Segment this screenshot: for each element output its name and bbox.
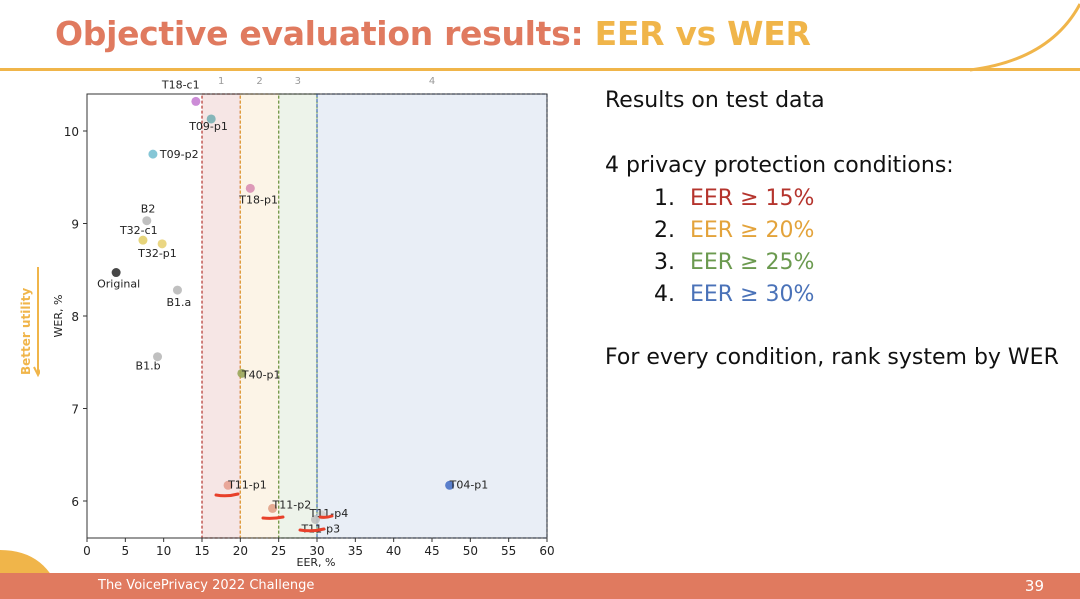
x-tick-label: 5	[122, 544, 130, 558]
region-label: 1	[218, 76, 224, 87]
better-utility-arrow: Better utility	[19, 267, 40, 378]
point-label: T09-p2	[159, 148, 199, 161]
condition-region-1	[201, 93, 241, 539]
data-point	[111, 268, 121, 278]
point-label: T18-p1	[238, 193, 278, 206]
data-point	[191, 96, 201, 106]
x-tick-label: 40	[386, 544, 401, 558]
page-number: 39	[1024, 577, 1044, 595]
slide-title: Objective evaluation results: EER vs WER	[55, 14, 811, 53]
eer-wer-scatter-chart: 1 2 3 4 0 5 10 15 20 25 30 35 40 45 50 55 60 6 7 8 9 10 T18-…	[52, 76, 555, 569]
x-tick-label: 55	[501, 544, 516, 558]
point-label: T11-p4	[309, 507, 349, 520]
point-label: T32-p1	[137, 247, 177, 260]
data-point	[310, 515, 320, 524]
data-point	[157, 239, 167, 249]
x-tick-label: 10	[156, 544, 171, 558]
point-label: Original	[97, 278, 140, 291]
title-part-2: EER vs WER	[594, 14, 811, 53]
data-point	[153, 352, 163, 362]
point-label: B1.b	[136, 360, 161, 373]
y-tick-label: 10	[64, 125, 79, 139]
condition-number: 4.	[654, 282, 675, 307]
footer-bar: The VoicePrivacy 2022 Challenge 39	[0, 573, 1080, 599]
region-label: 3	[295, 76, 301, 87]
corner-decoration	[970, 3, 1080, 72]
y-tick-label: 7	[71, 403, 79, 417]
data-point	[223, 480, 233, 490]
condition-label: EER ≥ 25%	[690, 250, 815, 275]
data-point	[142, 216, 152, 226]
x-tick-label: 15	[194, 544, 209, 558]
data-point	[138, 235, 148, 245]
point-label: T18-c1	[161, 78, 200, 91]
x-tick-label: 25	[271, 544, 286, 558]
point-label: B2	[141, 203, 156, 216]
condition-region-4	[316, 93, 548, 539]
x-axis-label: EER, %	[297, 556, 336, 569]
point-label: T40-p1	[241, 368, 281, 381]
condition-region-3	[278, 93, 318, 539]
condition-item: 3. EER ≥ 25%	[654, 250, 814, 275]
handwritten-underlines	[214, 492, 334, 533]
x-tick-label: 0	[83, 544, 91, 558]
y-tick-label: 6	[71, 495, 79, 509]
point-label: T11-p2	[272, 498, 312, 511]
y-tick-label: 8	[71, 310, 79, 324]
condition-item: 4. EER ≥ 30%	[654, 282, 814, 307]
data-point	[172, 285, 182, 295]
condition-label: EER ≥ 20%	[690, 218, 815, 243]
y-tick-label: 9	[71, 218, 79, 232]
region-label: 4	[429, 76, 435, 87]
title-part-1: Objective evaluation results:	[55, 14, 584, 53]
condition-item: 1. EER ≥ 15%	[654, 186, 814, 211]
results-text: Results on test data	[605, 88, 825, 113]
conditions-heading: 4 privacy protection conditions:	[605, 153, 954, 178]
condition-number: 2.	[654, 218, 675, 243]
point-label: T09-p1	[188, 120, 228, 133]
rank-text: For every condition, rank system by WER	[605, 345, 1059, 370]
title-divider	[0, 68, 1080, 71]
condition-number: 3.	[654, 250, 675, 275]
data-point	[206, 114, 216, 124]
data-point	[148, 149, 158, 159]
x-tick-label: 45	[424, 544, 439, 558]
data-point	[237, 368, 247, 378]
x-tick-label: 20	[233, 544, 248, 558]
condition-item: 2. EER ≥ 20%	[654, 218, 814, 243]
x-tick-label: 50	[463, 544, 478, 558]
better-utility-label: Better utility	[19, 288, 33, 375]
condition-region-2	[239, 93, 280, 539]
x-tick-label: 30	[309, 544, 324, 558]
region-label: 2	[256, 76, 262, 87]
point-label: B1.a	[166, 296, 191, 309]
data-point	[245, 183, 255, 193]
point-label: T11-p1	[227, 478, 267, 491]
condition-label: EER ≥ 15%	[690, 186, 815, 211]
condition-label: EER ≥ 30%	[690, 282, 815, 307]
x-tick-label: 60	[539, 544, 554, 558]
condition-number: 1.	[654, 186, 675, 211]
data-point	[268, 503, 278, 513]
point-label: T32-c1	[119, 224, 158, 237]
y-axis-label: WER, %	[52, 295, 65, 338]
footer-text: The VoicePrivacy 2022 Challenge	[98, 578, 315, 593]
x-tick-label: 35	[348, 544, 363, 558]
point-label: T04-p1	[449, 478, 489, 491]
data-point	[445, 480, 455, 490]
